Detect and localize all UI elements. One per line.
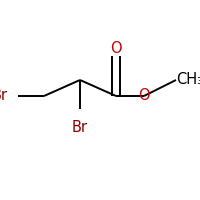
Text: Br: Br xyxy=(72,120,88,135)
Text: O: O xyxy=(110,41,122,56)
Text: CH₃: CH₃ xyxy=(176,72,200,88)
Text: O: O xyxy=(138,88,150,104)
Text: Br: Br xyxy=(0,88,8,104)
